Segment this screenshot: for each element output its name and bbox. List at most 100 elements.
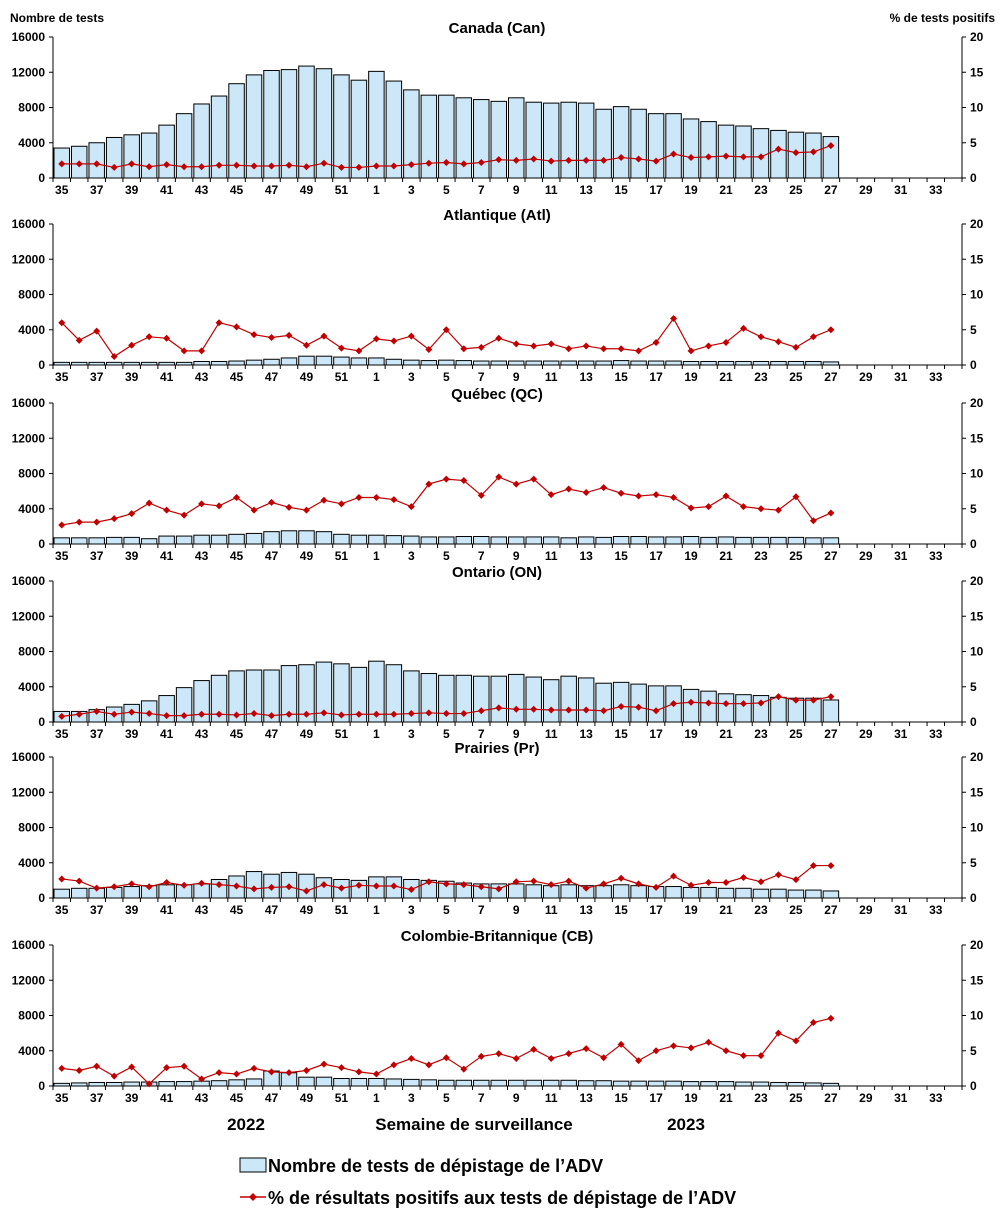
pct-marker-week-52 <box>355 881 363 889</box>
bar-week-24 <box>770 129 787 179</box>
pct-marker-week-19 <box>687 881 695 889</box>
x-tick-label: 27 <box>824 727 838 741</box>
panel-1: Atlantique (Atl) 0 4000 8000 12000 16000 0 5 10 1… <box>12 207 984 384</box>
pct-marker-week-24 <box>774 338 782 346</box>
x-tick-label: 15 <box>614 1091 628 1105</box>
y-left-tick-label: 4000 <box>18 502 45 516</box>
y-right-tick-label: 10 <box>970 645 984 659</box>
pct-marker-week-4 <box>425 878 433 886</box>
bar-week-1 <box>368 357 385 366</box>
pct-marker-week-8 <box>495 156 503 164</box>
pct-marker-week-46 <box>250 710 258 718</box>
x-tick-label: 1 <box>373 183 380 197</box>
bar-week-43 <box>193 360 210 366</box>
pct-marker-week-50 <box>320 709 328 717</box>
bar-week-25 <box>787 536 805 545</box>
bar-week-35 <box>53 537 70 545</box>
pct-marker-week-11 <box>547 157 555 165</box>
x-tick-label: 9 <box>513 903 520 917</box>
pct-marker-week-17 <box>652 883 660 891</box>
pct-marker-week-2 <box>390 1061 398 1069</box>
pct-marker-week-4 <box>425 345 433 353</box>
x-tick-label: 41 <box>160 183 174 197</box>
bar-week-49 <box>298 65 315 179</box>
x-tick-label: 5 <box>443 727 450 741</box>
pct-marker-week-20 <box>705 699 713 707</box>
bar-week-11 <box>542 1079 560 1087</box>
x-tick-label: 49 <box>300 549 314 563</box>
x-tick-label: 9 <box>513 549 520 563</box>
bar-week-14 <box>595 682 612 723</box>
pct-marker-week-46 <box>250 885 258 893</box>
bar-week-52 <box>350 1078 368 1087</box>
pct-marker-week-21 <box>722 1047 730 1055</box>
bar-week-41 <box>158 535 175 545</box>
x-tick-label: 5 <box>443 903 450 917</box>
x-tick-label: 21 <box>719 183 733 197</box>
bar-week-8 <box>490 1079 507 1087</box>
bar-week-42 <box>175 535 193 545</box>
pct-marker-week-51 <box>337 884 345 892</box>
x-tick-label: 51 <box>335 903 349 917</box>
pct-marker-week-23 <box>757 333 765 341</box>
bar-week-48 <box>280 69 298 179</box>
x-tick-label: 5 <box>443 370 450 384</box>
bar-week-1 <box>368 1078 385 1087</box>
y-left-tick-label: 16000 <box>12 396 46 410</box>
x-tick-label: 5 <box>443 183 450 197</box>
y-left-tick-label: 8000 <box>18 1009 45 1023</box>
pct-marker-week-16 <box>635 703 643 711</box>
y-right-tick-label: 5 <box>970 856 977 870</box>
x-tick-label: 41 <box>160 370 174 384</box>
pct-marker-week-45 <box>233 323 241 331</box>
pct-marker-week-14 <box>600 880 608 888</box>
legend-line-label: % de résultats positifs aux tests de dép… <box>268 1188 736 1208</box>
x-tick-label: 21 <box>719 727 733 741</box>
x-tick-label: 23 <box>754 549 768 563</box>
panel-title: Atlantique (Atl) <box>443 207 550 224</box>
pct-marker-week-37 <box>93 160 101 168</box>
y-left-tick-label: 0 <box>38 891 45 905</box>
pct-marker-week-10 <box>530 475 538 483</box>
pct-marker-week-21 <box>722 700 730 708</box>
pct-marker-week-2 <box>390 496 398 504</box>
pct-marker-week-25 <box>792 343 800 351</box>
bar-week-38 <box>105 536 123 545</box>
pct-marker-week-48 <box>285 710 293 718</box>
pct-marker-week-10 <box>530 1045 538 1053</box>
x-tick-label: 13 <box>579 183 593 197</box>
bar-week-35 <box>53 888 70 899</box>
bar-week-50 <box>315 355 333 366</box>
pct-marker-week-14 <box>600 1054 608 1062</box>
bar-week-9 <box>508 673 525 723</box>
pct-marker-week-48 <box>285 503 293 511</box>
y-right-tick-label: 0 <box>970 537 977 551</box>
panel-4: Prairies (Pr)040008000120001600005101520… <box>12 740 984 917</box>
bar-week-8 <box>490 360 507 366</box>
x-tick-label: 29 <box>859 370 873 384</box>
panel-title: Prairies (Pr) <box>454 740 539 757</box>
x-tick-label: 49 <box>300 903 314 917</box>
pct-marker-week-27 <box>827 693 835 701</box>
pct-marker-week-41 <box>163 1064 171 1072</box>
pct-marker-week-15 <box>617 874 625 882</box>
pct-marker-week-1 <box>372 162 380 170</box>
pct-marker-week-3 <box>407 332 415 340</box>
pct-marker-week-35 <box>58 160 66 168</box>
x-tick-label: 43 <box>195 1091 209 1105</box>
bar-week-23 <box>752 1081 770 1087</box>
pct-marker-week-17 <box>652 1047 660 1055</box>
bar-week-41 <box>158 884 175 899</box>
pct-marker-week-1 <box>372 882 380 890</box>
pct-marker-week-5 <box>442 1054 450 1062</box>
legend-line-marker <box>249 1193 257 1201</box>
bar-week-4 <box>420 1079 438 1087</box>
y-right-tick-label: 20 <box>970 938 984 952</box>
pct-marker-week-43 <box>198 879 206 887</box>
bar-week-9 <box>508 883 525 899</box>
bar-week-19 <box>682 360 700 366</box>
bar-week-26 <box>805 360 822 366</box>
pct-marker-week-1 <box>372 1070 380 1078</box>
year-label-2022: 2022 <box>227 1115 265 1134</box>
pct-marker-week-20 <box>705 342 713 350</box>
